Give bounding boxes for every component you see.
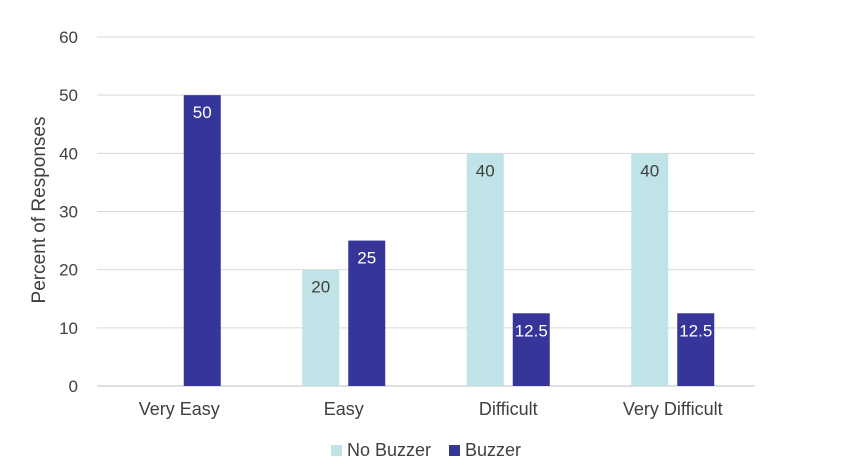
x-category-label: Difficult <box>479 399 538 419</box>
legend-item-no-buzzer: No Buzzer <box>330 439 431 461</box>
bar-no-buzzer <box>631 153 669 386</box>
x-axis-categories: Very Easy Easy Difficult Very Difficult <box>139 399 723 419</box>
data-label: 40 <box>640 161 659 180</box>
bar-chart: 0 10 20 30 40 50 60 Percent of Responses 50 20 2… <box>29 28 755 419</box>
legend-label-no-buzzer: No Buzzer <box>346 439 431 460</box>
data-label: 12.5 <box>679 321 712 340</box>
legend: No Buzzer Buzzer <box>0 438 852 462</box>
bar-no-buzzer <box>466 153 504 386</box>
x-category-label: Very Difficult <box>623 399 723 419</box>
y-tick-label: 20 <box>59 261 78 280</box>
y-axis-ticks: 0 10 20 30 40 50 60 <box>59 28 78 396</box>
bars <box>183 95 715 387</box>
legend-item-buzzer: Buzzer <box>449 440 521 461</box>
y-axis-label: Percent of Responses <box>29 117 50 304</box>
y-tick-label: 50 <box>59 86 78 105</box>
legend-label-buzzer: Buzzer <box>465 439 522 460</box>
data-labels: 50 20 25 40 12.5 40 12.5 <box>193 103 713 340</box>
data-label: 50 <box>193 103 212 122</box>
y-tick-label: 60 <box>59 28 78 47</box>
x-category-label: Easy <box>324 399 364 419</box>
bar-buzzer <box>183 95 221 387</box>
y-tick-label: 10 <box>59 319 78 338</box>
legend-swatch-buzzer <box>449 444 460 456</box>
y-tick-label: 0 <box>69 377 78 396</box>
bar-buzzer <box>348 240 386 386</box>
data-label: 40 <box>476 161 495 180</box>
bar-buzzer <box>677 313 715 386</box>
data-label: 25 <box>357 249 376 268</box>
y-tick-label: 30 <box>59 203 78 222</box>
data-label: 12.5 <box>515 321 548 340</box>
bar-buzzer <box>512 313 550 386</box>
legend-swatch-no-buzzer <box>330 444 342 456</box>
y-tick-label: 40 <box>59 144 78 163</box>
bar-no-buzzer <box>302 269 340 386</box>
data-label: 20 <box>311 278 330 297</box>
x-category-label: Very Easy <box>139 399 220 419</box>
